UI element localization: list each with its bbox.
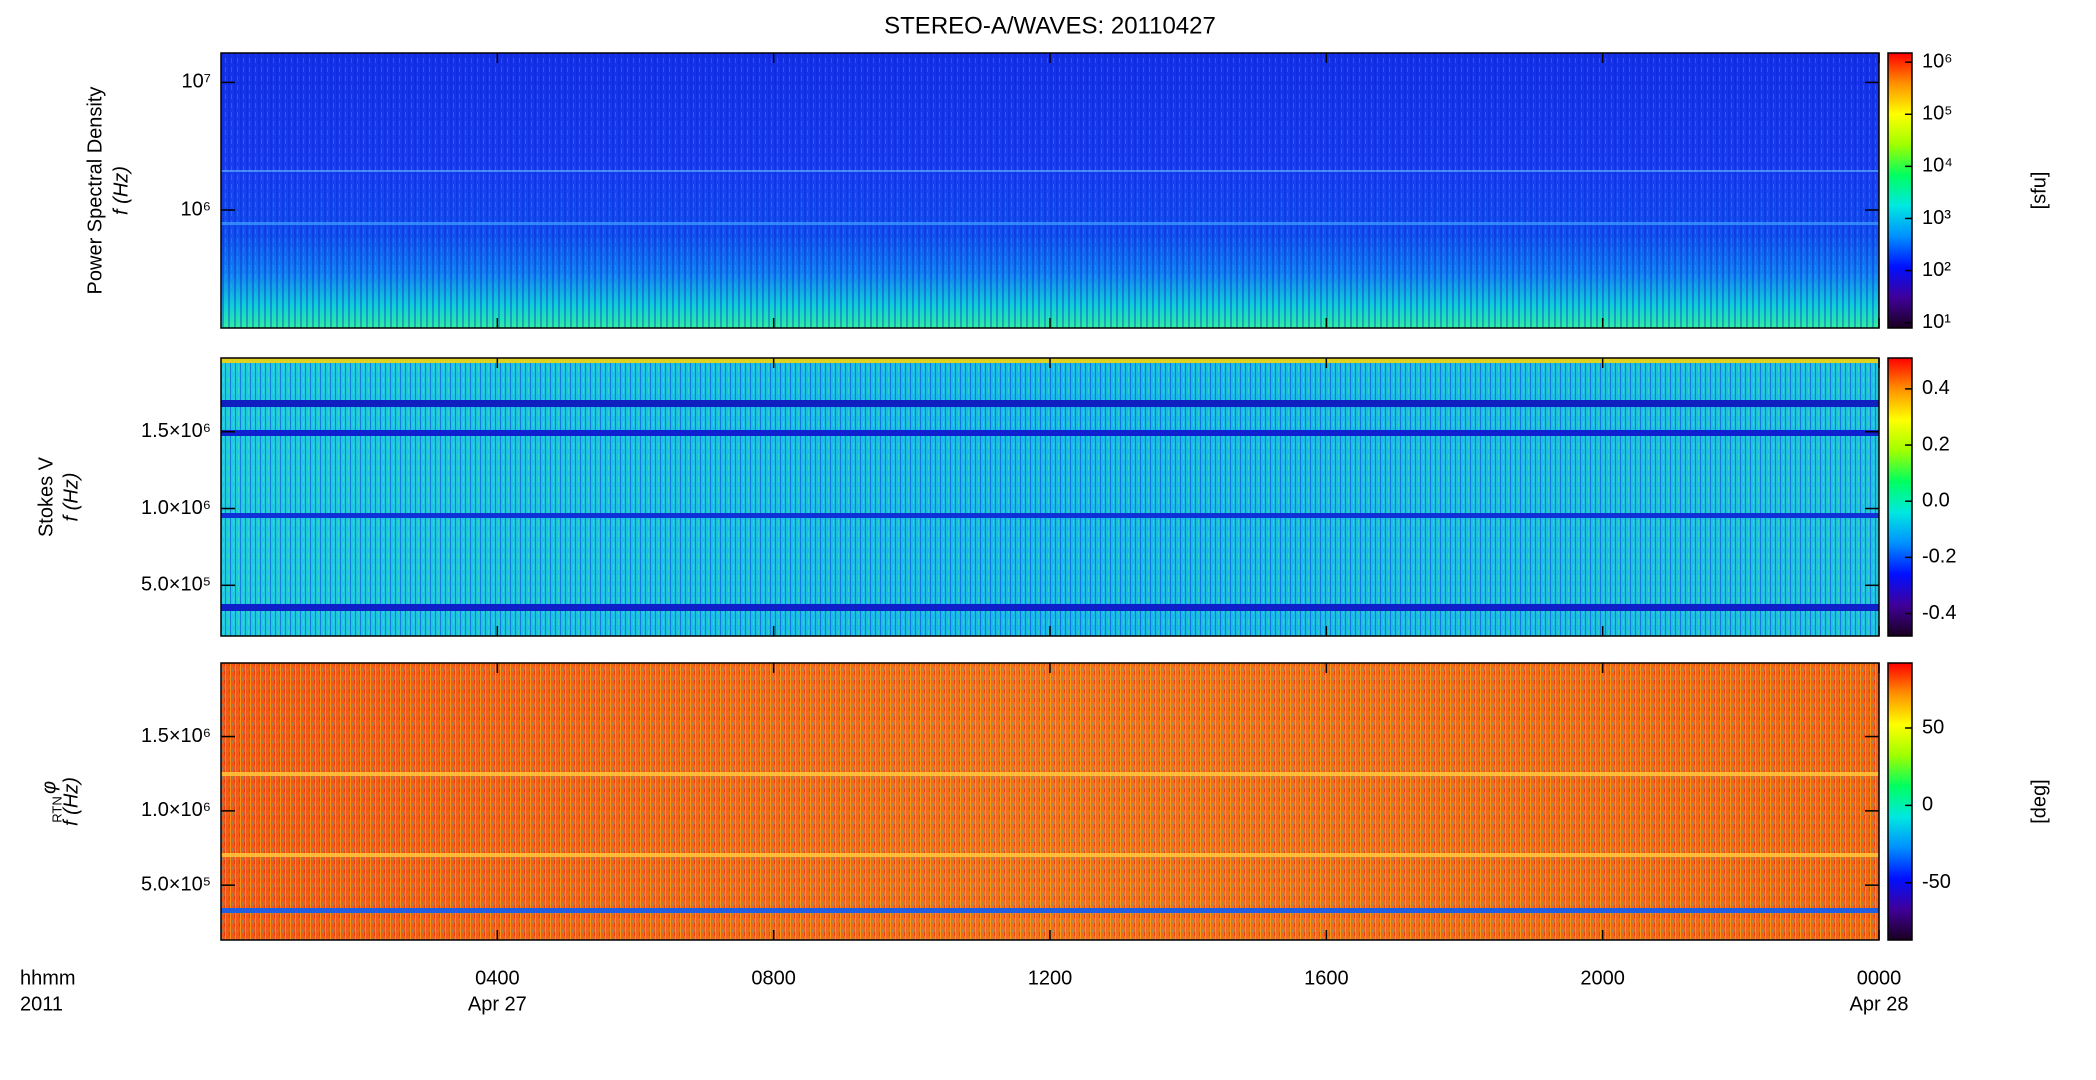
spectrogram-texture [221, 663, 1879, 940]
spectrogram-band [221, 908, 1879, 913]
x-date-label: Apr 28 [1850, 993, 1909, 1015]
spectrogram-band [221, 170, 1879, 172]
colorbar-tick-label: 10³ [1922, 207, 1951, 229]
x-tick-label: 1600 [1304, 967, 1349, 989]
colorbar-label: [deg] [2028, 779, 2050, 823]
colorbar-tick-label: 10⁵ [1922, 103, 1953, 125]
spectrogram-band [221, 222, 1879, 225]
colorbar [1887, 662, 1913, 941]
x-axis-label: 2011 [20, 993, 63, 1015]
colorbar-tick-label: 0 [1922, 794, 1933, 816]
y-axis-label: φ [38, 781, 60, 794]
x-tick-label: 2000 [1580, 967, 1625, 989]
y-axis-label: Power Spectral Density [84, 87, 106, 295]
y-tick-label: 10⁶ [181, 198, 211, 220]
x-axis-label: hhmm [20, 967, 76, 989]
chart-title: STEREO-A/WAVES: 20110427 [884, 12, 1216, 39]
spectrogram-band [221, 513, 1879, 518]
spectrogram-band [221, 772, 1879, 776]
spectrogram-band [221, 430, 1879, 436]
spectrogram-band [221, 853, 1879, 857]
colorbar-tick-label: 10¹ [1922, 311, 1951, 333]
x-tick-label: 0800 [751, 967, 796, 989]
y-axis-label: f (Hz) [60, 777, 82, 826]
colorbar-tick-label: 10⁶ [1922, 50, 1952, 72]
y-tick-label: 5.0×10⁵ [141, 873, 211, 895]
colorbar [1887, 357, 1913, 637]
y-axis-label: Stokes V [35, 456, 57, 537]
colorbar-tick-label: 10⁴ [1922, 155, 1953, 177]
y-tick-label: 1.0×10⁶ [141, 497, 211, 519]
colorbar-tick-label: 10² [1922, 259, 1951, 281]
x-tick-label: 0400 [475, 967, 520, 989]
y-tick-label: 5.0×10⁵ [141, 574, 211, 596]
spectrogram-texture [221, 358, 1879, 636]
x-tick-label: 1200 [1028, 967, 1073, 989]
colorbar-label: [sfu] [2028, 172, 2050, 210]
spectrogram-texture [221, 53, 1879, 328]
spectrogram-band [221, 604, 1879, 611]
colorbar-tick-label: -50 [1922, 871, 1951, 893]
colorbar [1887, 52, 1913, 329]
y-tick-label: 1.0×10⁶ [141, 799, 211, 821]
colorbar-tick-label: -0.2 [1922, 546, 1956, 568]
x-date-label: Apr 27 [468, 993, 527, 1015]
y-axis-label: f (Hz) [110, 166, 132, 215]
colorbar-tick-label: 0.2 [1922, 433, 1950, 455]
colorbar-tick-label: -0.4 [1922, 602, 1956, 624]
x-tick-label: 0000 [1857, 967, 1902, 989]
y-axis-label: f (Hz) [60, 473, 82, 522]
colorbar-tick-label: 0.4 [1922, 377, 1950, 399]
colorbar-tick-label: 0.0 [1922, 489, 1950, 511]
spectrogram-band [221, 400, 1879, 407]
y-axis-label-subscript: RTN [49, 796, 64, 822]
y-tick-label: 1.5×10⁶ [141, 420, 211, 442]
y-tick-label: 10⁷ [182, 71, 211, 93]
y-tick-label: 1.5×10⁶ [141, 725, 211, 747]
colorbar-tick-label: 50 [1922, 716, 1944, 738]
